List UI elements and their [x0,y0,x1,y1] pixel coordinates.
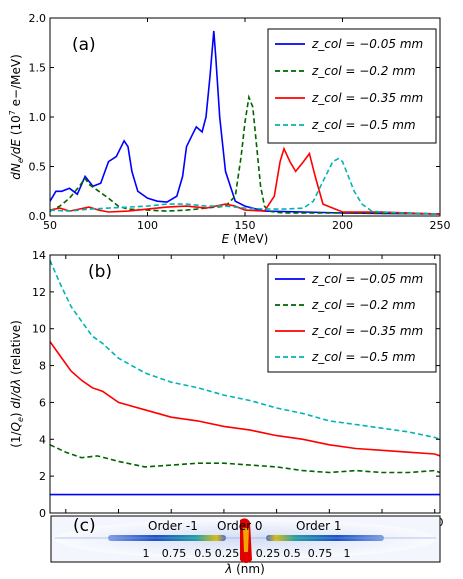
y-tick-label: 0 [39,507,46,520]
panel-c: (c) Order -1 Order 0 Order 1 1 0.75 0.5 … [50,515,441,576]
y-tick-label: 2 [39,470,46,483]
panel-a-legend: z_col = −0.05 mm z_col = −0.2 mm z_col = −… [267,28,437,144]
legend-entry: z_col = −0.05 mm [311,272,423,286]
c-tick-label: 0.5 [194,547,212,560]
series-line-3 [50,260,440,441]
y-tick-label: 12 [32,286,46,299]
legend-entry: z_col = −0.5 mm [311,350,416,364]
y-tick-label: 0.0 [29,210,47,223]
order-0-label: Order 0 [217,519,263,533]
x-tick-label: 50 [43,219,57,232]
series-line-1 [50,444,440,474]
c-tick-label: 0.25 [215,547,240,560]
legend-entry: z_col = −0.2 mm [311,298,416,312]
y-tick-label: 6 [39,396,46,409]
c-tick-label: 0.5 [283,547,301,560]
y-tick-label: 1.0 [29,111,47,124]
panel-a-xlabel: E (MeV) [222,232,269,246]
panel-a-ylabel: dNe/dE (107 e−/MeV) [8,54,25,180]
c-tick-label: 0.75 [308,547,333,560]
x-tick-label: 150 [235,219,256,232]
y-tick-label: 1.5 [29,62,47,75]
x-tick-label: 100 [137,219,158,232]
x-tick-label: 250 [430,219,451,232]
series-line-1 [50,94,440,215]
panel-b-series-group [50,260,440,496]
y-tick-label: 8 [39,360,46,373]
series-line-2 [50,341,440,457]
panel-a-label: (a) [72,35,96,55]
x-tick-label: 200 [332,219,353,232]
series-line-3 [50,157,440,215]
y-tick-label: 14 [32,249,46,262]
c-tick-label: 0.75 [162,547,187,560]
c-tick-label: 0.25 [256,547,281,560]
y-tick-label: 10 [32,323,46,336]
series-line-0 [50,30,440,215]
y-tick-label: 0.5 [29,161,47,174]
c-tick-label: 1 [344,547,351,560]
series-line-2 [50,146,440,215]
panel-c-label: (c) [73,516,96,536]
panel-a: 50 100 150 200 250 0.0 0.5 1.0 1.5 2.0 (a) dNe/dE… [8,12,451,246]
panel-b: 0.30.40.50.60.70.80.91.002468101214 (b) … [9,249,443,543]
legend-entry: z_col = −0.5 mm [311,118,416,132]
y-tick-label: 2.0 [29,12,47,25]
panel-a-series-group [50,30,440,215]
c-tick-label: 1 [143,547,150,560]
legend-entry: z_col = −0.2 mm [311,64,416,78]
panel-c-tick-labels: 1 0.75 0.5 0.25 0.25 0.5 0.75 1 [143,547,351,560]
legend-entry: z_col = −0.35 mm [311,91,423,105]
order-1-label: Order 1 [296,519,342,533]
legend-entry: z_col = −0.35 mm [311,324,423,338]
order-0-core [243,528,249,552]
panel-b-legend: z_col = −0.05 mm z_col = −0.2 mm z_col = −… [267,263,437,373]
panel-b-ylabel: (1/Qe) dI/dλ (relative) [9,320,25,448]
legend-entry: z_col = −0.05 mm [311,37,423,51]
panel-c-xlabel: λ (nm) [224,562,265,576]
panel-b-label: (b) [88,262,112,282]
panel-b-axes-frame [49,254,441,514]
panel-a-ticks: 50 100 150 200 250 0.0 0.5 1.0 1.5 2.0 [29,12,451,232]
order-minus1-label: Order -1 [148,519,198,533]
y-tick-label: 4 [39,433,46,446]
